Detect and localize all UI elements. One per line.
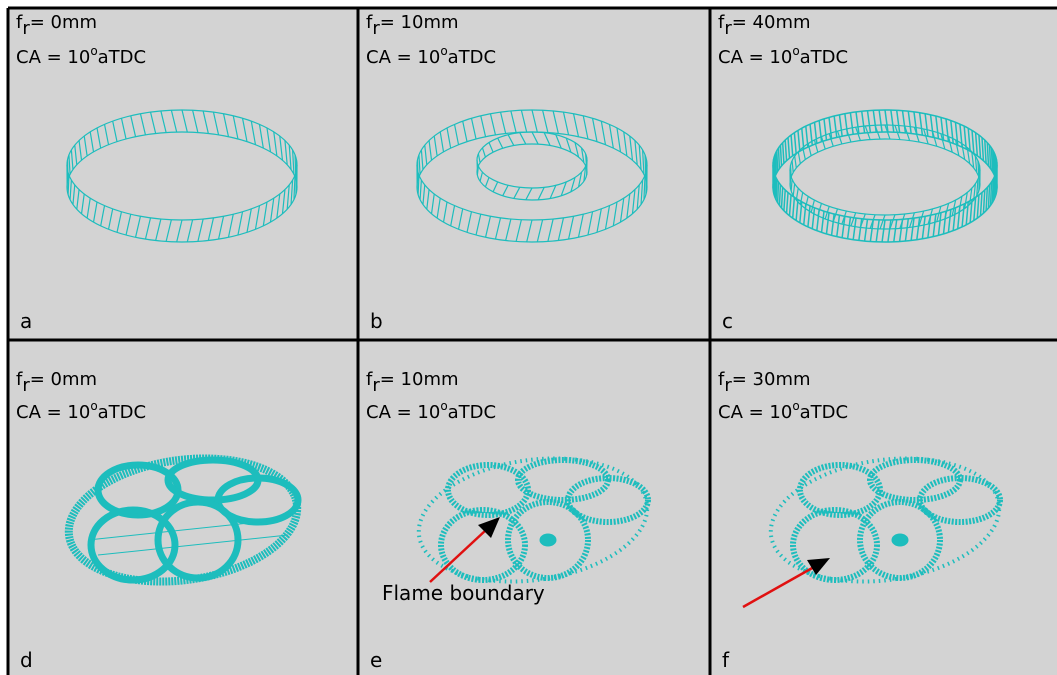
fr-value: = 10mm xyxy=(380,12,459,33)
ca-label: CA = 10oaTDC xyxy=(16,399,146,423)
ca-label: CA = 10oaTDC xyxy=(366,399,496,423)
ca-unit: aTDC xyxy=(448,402,496,423)
ca-text: CA = 10 xyxy=(718,47,792,68)
ca-sup: o xyxy=(90,399,97,413)
hub xyxy=(540,534,556,546)
ca-unit: aTDC xyxy=(98,402,146,423)
fr-value: = 40mm xyxy=(732,12,811,33)
ca-sup: o xyxy=(440,399,447,413)
ca-label: CA = 10oaTDC xyxy=(718,44,848,68)
ca-text: CA = 10 xyxy=(16,47,90,68)
panel-label: f xyxy=(722,648,730,672)
fr-value: = 0mm xyxy=(30,12,97,33)
fr-value: = 0mm xyxy=(30,369,97,390)
fr-value: = 30mm xyxy=(732,369,811,390)
panel-label: a xyxy=(20,309,32,333)
ca-label: CA = 10oaTDC xyxy=(366,44,496,68)
ca-sup: o xyxy=(792,399,799,413)
ca-label: CA = 10oaTDC xyxy=(16,44,146,68)
panel-label: d xyxy=(20,648,33,672)
panel-label: e xyxy=(370,648,382,672)
panel-label: c xyxy=(722,309,733,333)
ca-unit: aTDC xyxy=(448,47,496,68)
ca-text: CA = 10 xyxy=(718,402,792,423)
annotation: Flame boundary xyxy=(382,581,545,605)
figure: Flame boundary fr= 0mmCA = 10oaTDCafr= 1… xyxy=(0,0,1057,675)
fr-value: = 10mm xyxy=(380,369,459,390)
ca-sup: o xyxy=(440,44,447,58)
ca-unit: aTDC xyxy=(800,402,848,423)
ca-sup: o xyxy=(90,44,97,58)
ca-text: CA = 10 xyxy=(16,402,90,423)
page: Flame boundary fr= 0mmCA = 10oaTDCafr= 1… xyxy=(0,0,1057,675)
ca-unit: aTDC xyxy=(98,47,146,68)
ca-unit: aTDC xyxy=(800,47,848,68)
ca-text: CA = 10 xyxy=(366,402,440,423)
panel-label: b xyxy=(370,309,383,333)
ca-sup: o xyxy=(792,44,799,58)
ca-text: CA = 10 xyxy=(366,47,440,68)
ca-label: CA = 10oaTDC xyxy=(718,399,848,423)
hub xyxy=(892,534,908,546)
